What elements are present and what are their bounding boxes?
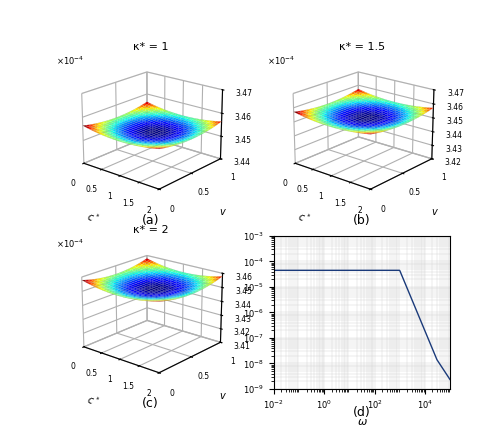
Y-axis label: $v$: $v$ xyxy=(220,207,227,217)
Text: (b): (b) xyxy=(353,214,370,227)
X-axis label: $c^*$: $c^*$ xyxy=(84,208,100,225)
X-axis label: $c^*$: $c^*$ xyxy=(296,208,312,225)
Text: $\times 10^{-4}$: $\times 10^{-4}$ xyxy=(56,54,84,67)
Text: (c): (c) xyxy=(142,397,159,410)
Text: $\times 10^{-4}$: $\times 10^{-4}$ xyxy=(56,238,84,250)
X-axis label: $\omega$: $\omega$ xyxy=(356,416,368,427)
Text: $\times 10^{-4}$: $\times 10^{-4}$ xyxy=(267,54,295,67)
Title: κ* = 1: κ* = 1 xyxy=(133,42,168,52)
Text: (a): (a) xyxy=(142,214,160,227)
Y-axis label: $v$: $v$ xyxy=(430,207,438,217)
Y-axis label: $v$: $v$ xyxy=(220,391,227,401)
X-axis label: $c^*$: $c^*$ xyxy=(84,392,100,409)
Title: κ* = 1.5: κ* = 1.5 xyxy=(339,42,385,52)
Text: (d): (d) xyxy=(353,406,371,420)
Title: κ* = 2: κ* = 2 xyxy=(133,225,168,235)
